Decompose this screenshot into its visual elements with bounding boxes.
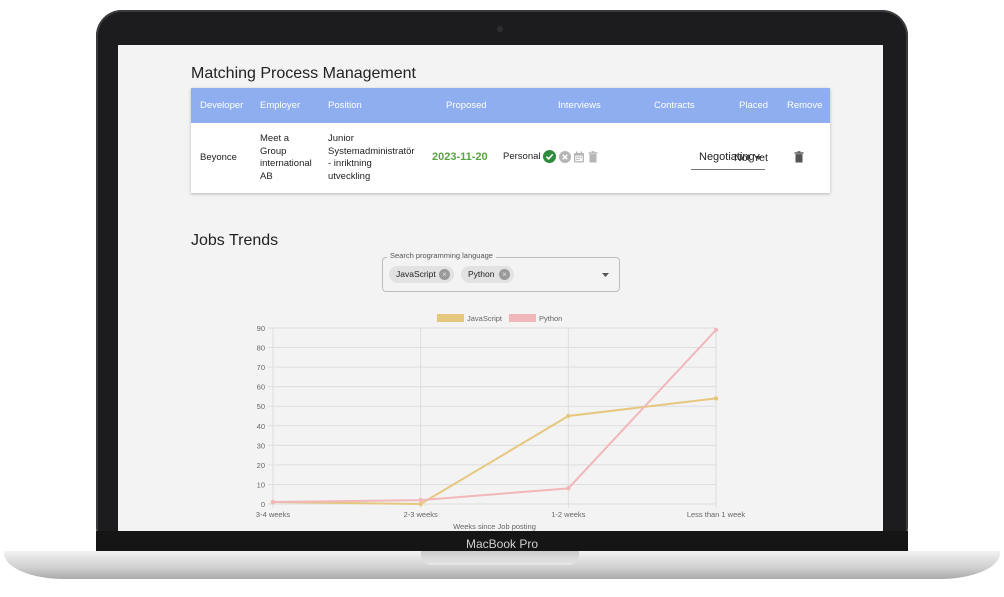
x-tick-label: Less than 1 week xyxy=(687,510,746,519)
legend-swatch xyxy=(509,314,536,322)
table-row: Beyonce Meet a Group international AB Ju… xyxy=(191,123,830,193)
data-point xyxy=(566,413,571,419)
y-tick-label: 0 xyxy=(261,500,265,509)
dropdown-arrow-icon[interactable] xyxy=(602,273,609,277)
series-line-python xyxy=(272,329,717,504)
cancel-circle-icon[interactable] xyxy=(558,150,571,163)
col-position: Position xyxy=(328,100,362,111)
y-tick-label: 60 xyxy=(257,383,265,392)
matching-table: Developer Employer Position Proposed Int… xyxy=(191,88,830,193)
check-circle-icon[interactable] xyxy=(543,150,557,163)
y-tick-label: 20 xyxy=(257,461,265,470)
chip-python[interactable]: Python × xyxy=(461,266,514,283)
contract-status-value: Negotiating xyxy=(699,151,755,163)
data-point xyxy=(418,497,423,503)
x-tick-label: 2-3 weeks xyxy=(404,510,438,519)
col-remove: Remove xyxy=(787,100,823,111)
screen-bezel xyxy=(96,531,908,553)
search-label: Search programming language xyxy=(387,251,496,260)
col-developer: Developer xyxy=(200,100,244,111)
legend-label: Python xyxy=(539,314,562,323)
col-employer: Employer xyxy=(260,100,301,111)
y-tick-label: 40 xyxy=(257,422,265,431)
x-axis-label: Weeks since Job posting xyxy=(453,522,536,531)
y-tick-label: 70 xyxy=(257,363,265,372)
trash-icon[interactable] xyxy=(588,150,598,163)
y-tick-label: 30 xyxy=(257,441,265,450)
contract-status-select[interactable]: Negotiating xyxy=(691,149,765,170)
brand-label: MacBook Pro xyxy=(465,537,539,551)
y-tick-label: 50 xyxy=(257,402,265,411)
data-point xyxy=(566,486,571,491)
y-tick-label: 80 xyxy=(257,344,265,353)
data-point xyxy=(270,499,276,505)
y-tick-label: 10 xyxy=(257,480,265,489)
jobs-trends-title: Jobs Trends xyxy=(191,232,279,249)
employer-cell: Meet a Group international AB xyxy=(260,133,312,182)
laptop-notch xyxy=(421,551,579,565)
interviews-cell: Personal xyxy=(503,150,598,164)
screen: Matching Process Management Developer Em… xyxy=(118,45,883,531)
proposed-date: 2023-11-20 xyxy=(432,151,488,163)
series-line-javascript xyxy=(272,397,717,506)
position-cell: Junior Systemadministratör - inriktning … xyxy=(328,133,415,182)
x-tick-label: 3-4 weeks xyxy=(256,510,290,519)
chevron-down-icon xyxy=(755,156,762,160)
col-interviews: Interviews xyxy=(558,100,601,111)
delete-icon[interactable] xyxy=(794,151,804,163)
table-header: Developer Employer Position Proposed Int… xyxy=(191,88,830,123)
chip-javascript[interactable]: JavaScript × xyxy=(389,266,454,283)
legend-swatch xyxy=(437,314,464,322)
data-point xyxy=(418,501,423,507)
language-search-field[interactable]: JavaScript × Python × xyxy=(382,257,620,292)
data-point xyxy=(713,327,719,333)
placed-cell: Not Yet xyxy=(734,152,768,164)
matching-title: Matching Process Management xyxy=(191,65,416,82)
jobs-trend-chart: 0 10 20 30 40 50 60 70 80 90 3-4 weeks 2-3 weeks 1-2… xyxy=(256,314,746,531)
interview-type: Personal xyxy=(503,151,541,163)
camera-icon xyxy=(497,26,503,32)
legend-label: JavaScript xyxy=(467,314,503,323)
col-placed: Placed xyxy=(739,100,769,111)
col-contracts: Contracts xyxy=(654,100,695,111)
calendar-icon[interactable] xyxy=(573,151,585,163)
x-tick-label: 1-2 weeks xyxy=(551,510,585,519)
chip-remove-icon[interactable]: × xyxy=(439,269,450,280)
data-point xyxy=(713,396,719,401)
y-tick-label: 90 xyxy=(257,324,265,333)
col-proposed: Proposed xyxy=(446,100,487,111)
chip-remove-icon[interactable]: × xyxy=(499,269,510,280)
developer-cell: Beyonce xyxy=(200,152,237,163)
